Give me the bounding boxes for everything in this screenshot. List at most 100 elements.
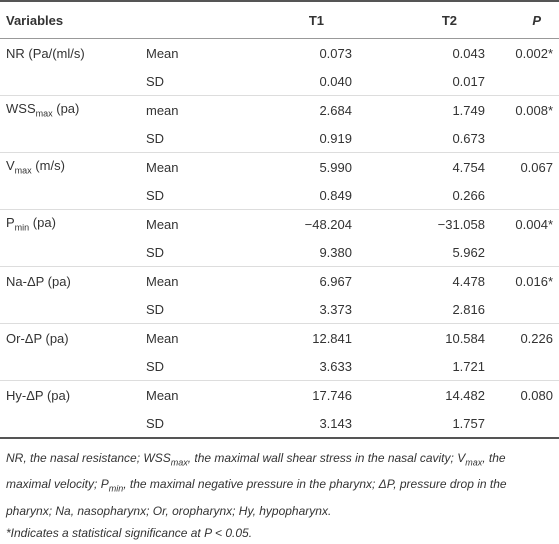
p-cell [485, 181, 559, 210]
t2-cell: 4.478 [452, 273, 485, 289]
variable-cell [0, 124, 140, 153]
table-row: SD 0.040 0.017 [0, 67, 559, 96]
p-cell: 0.080 [520, 387, 553, 403]
table-row: SD 3.373 2.816 [0, 295, 559, 324]
t1-cell: 3.143 [250, 409, 352, 439]
p-cell [485, 238, 559, 267]
t2-cell: 5.962 [352, 238, 485, 267]
t1-cell: 0.919 [250, 124, 352, 153]
variable-name: WSS [6, 101, 36, 117]
variable-subscript: max [35, 108, 53, 119]
stat-cell: SD [140, 238, 250, 267]
t2-cell: 1.757 [352, 409, 485, 439]
t1-cell: 3.373 [250, 295, 352, 324]
variable-subscript: max [14, 165, 32, 176]
t1-cell: 17.746 [312, 387, 352, 403]
variable-cell [0, 67, 140, 96]
stat-cell: Mean [146, 159, 179, 175]
variable-cell: NR (Pa/(ml/s) [0, 39, 140, 68]
footnote-text: *Indicates a statistical significance at… [6, 525, 253, 540]
header-cell [140, 0, 250, 39]
variable-name: Hy-ΔP (pa) [6, 387, 71, 403]
p-cell: 0.067 [520, 159, 553, 175]
p-cell [485, 409, 559, 439]
table-row: Pmin (pa) Mean −48.204 −31.058 0.004* [0, 210, 559, 239]
t2-cell: 14.482 [445, 387, 485, 403]
table-row: Hy-ΔP (pa) Mean 17.746 14.482 0.080 [0, 381, 559, 410]
data-table: Variables T1 T2 P NR (Pa/(ml/s) Mean 0.073… [0, 0, 559, 439]
variable-cell: Or-ΔP (pa) [0, 324, 140, 353]
t1-cell: 9.380 [250, 238, 352, 267]
variable-unit: (pa) [29, 215, 56, 231]
variable-cell: WSSmax (pa) [0, 96, 140, 125]
table-row: SD 0.849 0.266 [0, 181, 559, 210]
table-row: Vmax (m/s) Mean 5.990 4.754 0.067 [0, 153, 559, 182]
t1-cell: −48.204 [304, 216, 352, 232]
variable-cell [0, 409, 140, 439]
t2-cell: −31.058 [437, 216, 485, 232]
stat-cell: SD [140, 352, 250, 381]
header-cell: T1 [250, 0, 352, 39]
variable-name: Or-ΔP (pa) [6, 330, 69, 346]
t1-cell: 0.073 [319, 45, 352, 61]
t1-cell: 12.841 [312, 330, 352, 346]
t2-cell: 1.749 [452, 102, 485, 118]
table-row: WSSmax (pa) mean 2.684 1.749 0.008* [0, 96, 559, 125]
variable-name: NR (Pa/(ml/s) [6, 45, 85, 61]
variable-name: V [6, 158, 15, 174]
p-cell: 0.016* [515, 273, 553, 289]
footnote: *Indicates a statistical significance at… [6, 522, 553, 544]
footnotes: NR, the nasal resistance; WSS max, the ma… [0, 439, 559, 544]
variable-name: Na-ΔP (pa) [6, 273, 71, 289]
stat-cell: SD [140, 409, 250, 439]
table-row: Na-ΔP (pa) Mean 6.967 4.478 0.016* [0, 267, 559, 296]
stat-cell: Mean [146, 273, 179, 289]
t1-cell: 6.967 [319, 273, 352, 289]
variable-subscript: min [14, 222, 30, 233]
variable-cell [0, 295, 140, 324]
variable-unit: (m/s) [31, 158, 65, 174]
table-row: Or-ΔP (pa) Mean 12.841 10.584 0.226 [0, 324, 559, 353]
p-cell: 0.004* [515, 216, 553, 232]
stat-cell: SD [140, 67, 250, 96]
table-row: SD 9.380 5.962 [0, 238, 559, 267]
table-row: SD 3.633 1.721 [0, 352, 559, 381]
p-cell: 0.226 [520, 330, 553, 346]
stat-cell: Mean [146, 45, 179, 61]
footnote-text: max [465, 457, 483, 468]
t1-cell: 5.990 [319, 159, 352, 175]
stat-cell: SD [140, 295, 250, 324]
t2-cell: 1.721 [352, 352, 485, 381]
footnote-text: , the maximal velocity; P [6, 451, 506, 492]
t2-cell: 4.754 [452, 159, 485, 175]
variable-name: P [6, 215, 15, 231]
t1-cell: 0.040 [250, 67, 352, 96]
stat-cell: Mean [146, 330, 179, 346]
table-row: SD 0.919 0.673 [0, 124, 559, 153]
variable-cell: Na-ΔP (pa) [0, 267, 140, 296]
t1-cell: 2.684 [319, 102, 352, 118]
variable-cell: Vmax (m/s) [0, 153, 140, 182]
p-cell [485, 67, 559, 96]
variable-cell [0, 238, 140, 267]
header-row: Variables T1 T2 P [0, 0, 559, 39]
p-cell [485, 352, 559, 381]
table-row: SD 3.143 1.757 [0, 409, 559, 439]
stat-cell: SD [140, 124, 250, 153]
footnote: NR, the nasal resistance; WSS max, the ma… [6, 447, 553, 522]
table-row: NR (Pa/(ml/s) Mean 0.073 0.043 0.002* [0, 39, 559, 68]
variable-cell [0, 181, 140, 210]
footnote-text: NR, the nasal resistance; WSS [6, 451, 171, 465]
p-cell: 0.002* [515, 45, 553, 61]
variable-cell [0, 352, 140, 381]
footnote-text: min [108, 483, 124, 494]
p-cell: 0.008* [515, 102, 553, 118]
stat-cell: Mean [146, 387, 179, 403]
stat-cell: mean [146, 102, 179, 118]
t2-cell: 0.043 [452, 45, 485, 61]
t1-cell: 0.849 [250, 181, 352, 210]
stat-cell: SD [140, 181, 250, 210]
t2-cell: 2.816 [352, 295, 485, 324]
t2-cell: 10.584 [445, 330, 485, 346]
t1-cell: 3.633 [250, 352, 352, 381]
